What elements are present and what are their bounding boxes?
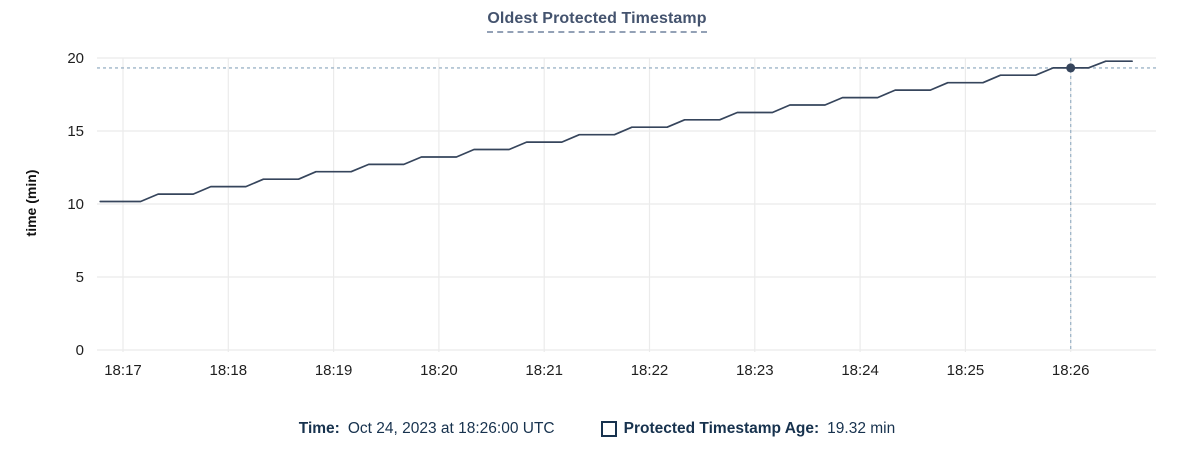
- y-tick-label: 20: [67, 50, 84, 67]
- legend-time-label: Time:: [298, 420, 340, 437]
- x-tick-label: 18:23: [736, 362, 774, 379]
- x-tick-label: 18:22: [631, 362, 669, 379]
- legend-series-label: Protected Timestamp Age:: [623, 420, 820, 437]
- legend-series-swatch-icon: [600, 421, 617, 437]
- legend-time-value: Oct 24, 2023 at 18:26:00 UTC: [347, 420, 555, 437]
- series-line[interactable]: [99, 60, 1133, 203]
- y-tick-label: 10: [67, 196, 84, 213]
- chart-title-row: Oldest Protected Timestamp: [0, 10, 1194, 33]
- y-tick-label: 0: [76, 342, 84, 359]
- chart-title[interactable]: Oldest Protected Timestamp: [487, 10, 707, 33]
- legend-series-value: 19.32 min: [827, 420, 896, 437]
- chart-legend: Time: Oct 24, 2023 at 18:26:00 UTC Prote…: [0, 420, 1194, 438]
- y-tick-label: 5: [76, 269, 84, 286]
- x-tick-label: 18:25: [947, 362, 985, 379]
- x-tick-label: 18:26: [1052, 362, 1090, 379]
- x-tick-label: 18:20: [420, 362, 458, 379]
- legend-time-group: Time: Oct 24, 2023 at 18:26:00 UTC: [299, 420, 555, 438]
- x-tick-label: 18:24: [841, 362, 879, 379]
- x-tick-label: 18:17: [104, 362, 142, 379]
- x-tick-label: 18:18: [210, 362, 248, 379]
- x-tick-label: 18:19: [315, 362, 353, 379]
- hover-dot[interactable]: [1066, 63, 1076, 73]
- x-tick-label: 18:21: [525, 362, 563, 379]
- y-tick-label: 15: [67, 123, 84, 140]
- legend-series-group[interactable]: Protected Timestamp Age: 19.32 min: [600, 420, 896, 438]
